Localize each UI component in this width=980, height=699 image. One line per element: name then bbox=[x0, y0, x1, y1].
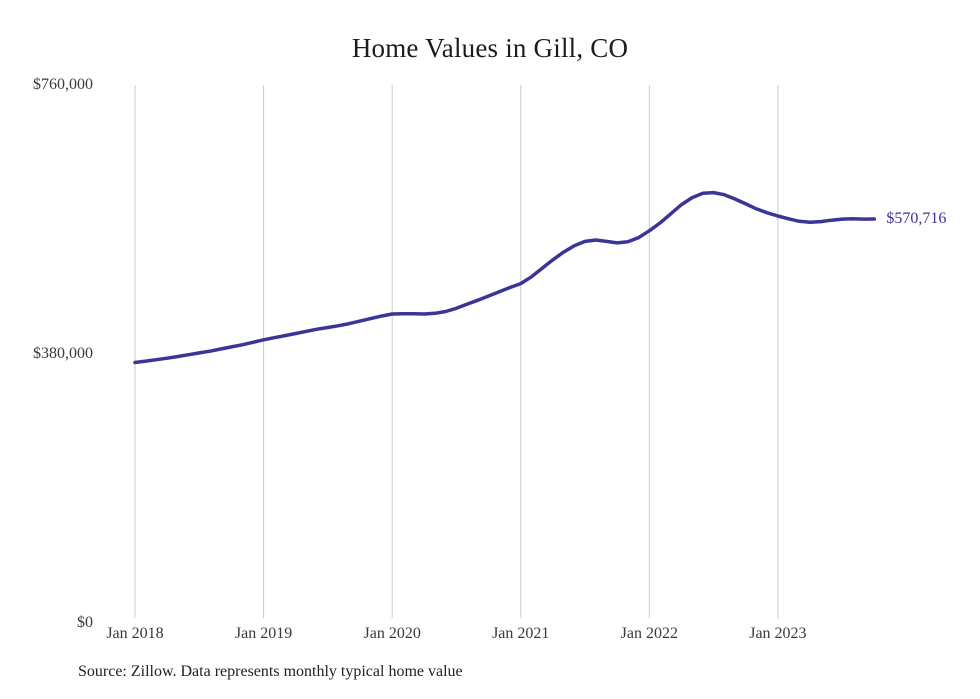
x-axis-tick-label: Jan 2018 bbox=[106, 625, 164, 642]
y-axis-tick-label: $0 bbox=[77, 614, 93, 631]
x-axis-tick-label: Jan 2020 bbox=[363, 625, 421, 642]
x-axis-tick-label: Jan 2021 bbox=[492, 625, 550, 642]
gridlines-group bbox=[134, 85, 779, 618]
x-axis-tick-label: Jan 2022 bbox=[620, 625, 678, 642]
source-note: Source: Zillow. Data represents monthly … bbox=[78, 663, 463, 680]
value-line bbox=[133, 190, 877, 365]
x-axis-tick-label: Jan 2019 bbox=[234, 625, 293, 642]
y-axis-tick-label: $380,000 bbox=[33, 345, 93, 362]
chart-title: Home Values in Gill, CO bbox=[351, 33, 629, 63]
y-axis-tick-label: $760,000 bbox=[33, 76, 93, 93]
end-value-label: $570,716 bbox=[886, 209, 947, 227]
x-axis-tick-label: Jan 2023 bbox=[749, 625, 807, 642]
